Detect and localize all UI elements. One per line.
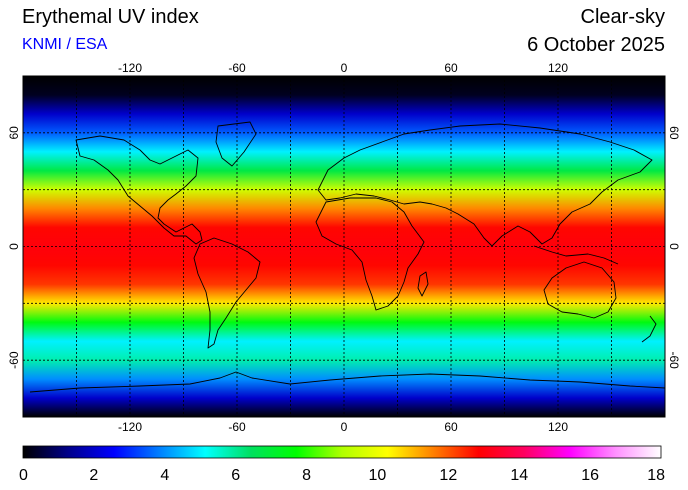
coastline-australia bbox=[543, 261, 617, 319]
date-label: 6 October 2025 bbox=[527, 34, 665, 56]
map-title: Erythemal UV index bbox=[22, 6, 199, 28]
lat-tick-label: 0 bbox=[667, 243, 681, 250]
credit-label: KNMI / ESA bbox=[22, 36, 108, 53]
lon-tick-label: -60 bbox=[228, 420, 246, 434]
lon-tick-label: 60 bbox=[444, 420, 458, 434]
lon-tick-label: 60 bbox=[444, 61, 458, 75]
coastlines bbox=[29, 121, 665, 393]
lat-tick-label: 60 bbox=[7, 126, 21, 140]
lon-tick-label: -120 bbox=[118, 61, 142, 75]
colorbar-tick-label: 4 bbox=[160, 467, 169, 484]
lat-tick-label: 0 bbox=[7, 243, 21, 250]
lon-ticks-top: -120 -60 0 60 120 bbox=[118, 61, 568, 75]
colorbar bbox=[23, 446, 661, 458]
map-frame bbox=[22, 75, 666, 418]
colorbar-tick-label: 0 bbox=[19, 467, 28, 484]
coastline-greenland bbox=[215, 121, 257, 167]
colorbar-frame bbox=[22, 445, 662, 459]
lon-tick-label: -60 bbox=[228, 61, 246, 75]
lon-tick-label: 0 bbox=[341, 420, 348, 434]
lat-ticks-left: 60 0 -60 bbox=[7, 126, 21, 369]
coastline-madagascar bbox=[417, 271, 429, 297]
coastline-eurasia bbox=[317, 123, 653, 247]
lat-ticks-right: 60 0 -60 bbox=[667, 126, 681, 369]
colorbar-tick-label: 2 bbox=[89, 467, 98, 484]
lat-tick-label: -60 bbox=[7, 351, 21, 369]
coastline-africa bbox=[315, 197, 425, 311]
coastline-south-america bbox=[193, 237, 261, 349]
colorbar-tick-label: 16 bbox=[581, 467, 599, 484]
lon-tick-label: 120 bbox=[548, 61, 568, 75]
colorbar-tick-label: 8 bbox=[302, 467, 311, 484]
lon-tick-label: -120 bbox=[118, 420, 142, 434]
lon-ticks-bottom: -120 -60 0 60 120 bbox=[118, 420, 568, 434]
lon-tick-label: 120 bbox=[548, 420, 568, 434]
lon-tick-label: 0 bbox=[341, 61, 348, 75]
graticule bbox=[23, 76, 665, 417]
coastline-antarctica bbox=[29, 371, 665, 393]
coastline-indonesia bbox=[533, 245, 619, 265]
colorbar-tick-label: 18 bbox=[647, 467, 665, 484]
colorbar-tick-label: 14 bbox=[510, 467, 528, 484]
colorbar-tick-label: 10 bbox=[369, 467, 387, 484]
colorbar-tick-label: 6 bbox=[231, 467, 240, 484]
coastline-new-zealand bbox=[641, 315, 657, 343]
product-label: Clear-sky bbox=[580, 6, 665, 28]
lat-tick-label: -60 bbox=[667, 351, 681, 369]
lat-tick-label: 60 bbox=[667, 126, 681, 140]
colorbar-tick-label: 12 bbox=[439, 467, 457, 484]
colorbar-ticks: 0 2 4 6 8 10 12 14 16 18 bbox=[19, 467, 665, 484]
